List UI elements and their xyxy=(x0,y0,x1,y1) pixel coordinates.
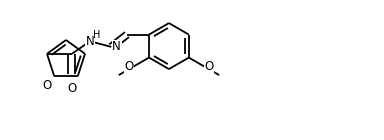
Text: O: O xyxy=(124,60,133,73)
Text: O: O xyxy=(204,60,214,73)
Text: N: N xyxy=(86,35,94,48)
Text: H: H xyxy=(93,30,101,40)
Text: O: O xyxy=(67,82,76,95)
Text: O: O xyxy=(42,79,51,92)
Text: N: N xyxy=(112,40,121,53)
